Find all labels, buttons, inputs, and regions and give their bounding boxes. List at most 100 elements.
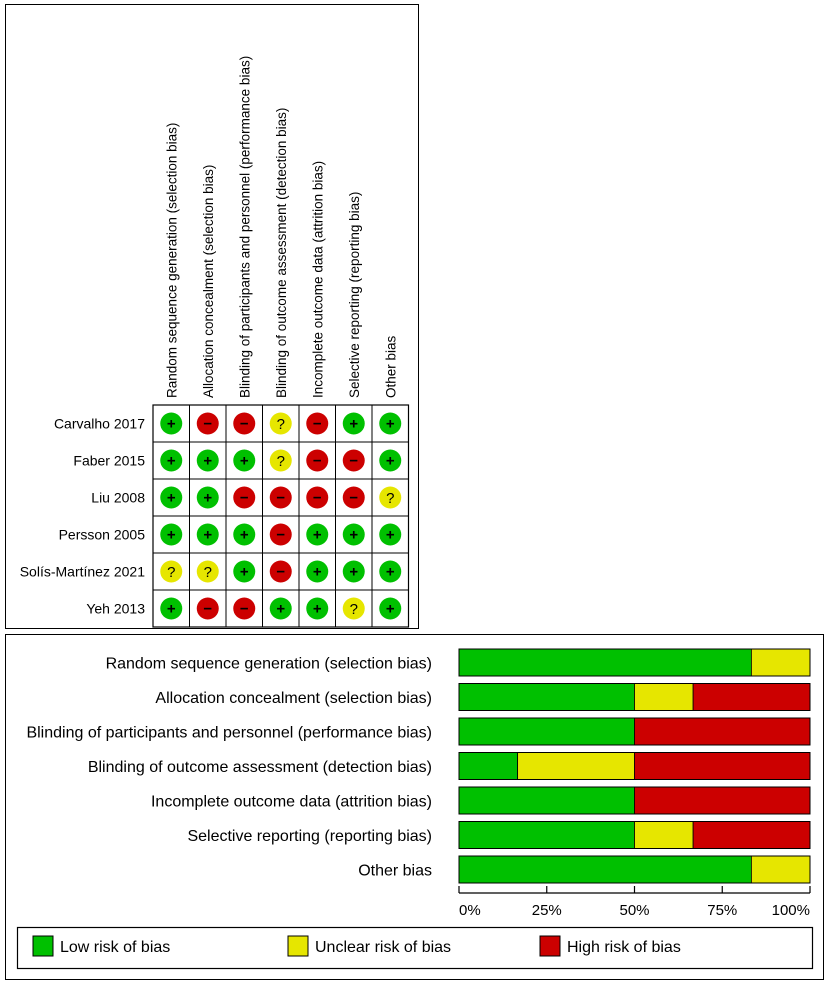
summary-frame	[5, 4, 419, 629]
svg-text:+: +	[349, 416, 358, 433]
risk-low-icon: +	[160, 523, 183, 546]
risk-low-icon: +	[306, 597, 329, 620]
svg-text:−: −	[276, 564, 285, 581]
risk-high-icon: −	[342, 449, 365, 472]
domain-column-header: Incomplete outcome data (attrition bias)	[310, 161, 325, 398]
bar-segment	[692, 683, 811, 711]
risk-low-icon: +	[233, 523, 256, 546]
svg-text:−: −	[276, 527, 285, 544]
category-label: Blinding of outcome assessment (detectio…	[88, 759, 432, 776]
risk-low-icon: +	[306, 523, 329, 546]
svg-text:+: +	[313, 527, 322, 544]
risk-high-icon: −	[269, 523, 292, 546]
svg-text:+: +	[167, 527, 176, 544]
svg-text:+: +	[386, 601, 395, 618]
risk-high-icon: −	[233, 486, 256, 509]
risk-low-icon: +	[379, 449, 402, 472]
svg-text:−: −	[349, 453, 358, 470]
study-label: Persson 2005	[59, 527, 146, 543]
bar-segment	[458, 717, 635, 746]
risk-high-icon: −	[306, 412, 329, 435]
svg-text:+: +	[240, 453, 249, 470]
svg-text:+: +	[276, 601, 285, 618]
risk-low-icon: +	[160, 449, 183, 472]
risk-unclear-icon: ?	[196, 560, 219, 583]
risk-unclear-icon: ?	[160, 560, 183, 583]
svg-text:−: −	[203, 601, 212, 618]
bar-segment	[634, 717, 811, 746]
svg-text:?: ?	[386, 490, 394, 507]
risk-unclear-icon: ?	[269, 412, 292, 435]
bar-outline	[458, 683, 811, 711]
svg-text:+: +	[203, 527, 212, 544]
bar-segment	[634, 683, 694, 711]
bar-outline	[458, 786, 811, 815]
svg-text:+: +	[386, 453, 395, 470]
svg-text:−: −	[240, 490, 249, 507]
study-label: Yeh 2013	[86, 601, 145, 617]
svg-text:+: +	[167, 601, 176, 618]
svg-text:−: −	[240, 601, 249, 618]
legend-label: Low risk of bias	[60, 939, 170, 956]
bar-segment	[458, 648, 752, 677]
svg-text:+: +	[349, 564, 358, 581]
study-label: Carvalho 2017	[54, 416, 145, 432]
x-tick-label: 25%	[532, 902, 562, 919]
category-label: Incomplete outcome data (attrition bias)	[151, 794, 432, 811]
legend-swatch	[539, 935, 561, 957]
svg-text:−: −	[240, 416, 249, 433]
study-label: Solís-Martínez 2021	[20, 564, 145, 580]
domain-column-header: Allocation concealment (selection bias)	[201, 165, 216, 398]
svg-text:?: ?	[277, 453, 285, 470]
legend-swatch	[32, 935, 54, 957]
risk-high-icon: −	[269, 486, 292, 509]
svg-text:+: +	[240, 527, 249, 544]
bar-outline	[458, 648, 811, 677]
svg-text:−: −	[276, 490, 285, 507]
svg-text:−: −	[313, 453, 322, 470]
svg-text:+: +	[203, 453, 212, 470]
bar-segment	[458, 683, 635, 711]
risk-low-icon: +	[233, 560, 256, 583]
risk-low-icon: +	[160, 597, 183, 620]
svg-text:+: +	[313, 601, 322, 618]
study-label: Liu 2008	[91, 490, 145, 506]
svg-text:+: +	[203, 490, 212, 507]
category-label: Random sequence generation (selection bi…	[106, 656, 432, 673]
category-label: Allocation concealment (selection bias)	[155, 690, 432, 707]
legend-label: Unclear risk of bias	[315, 939, 451, 956]
domain-column-header: Blinding of participants and personnel (…	[237, 56, 252, 398]
svg-text:−: −	[313, 416, 322, 433]
category-label: Other bias	[358, 863, 432, 880]
risk-unclear-icon: ?	[379, 486, 402, 509]
risk-low-icon: +	[306, 560, 329, 583]
study-label: Faber 2015	[73, 453, 145, 469]
svg-text:?: ?	[167, 564, 175, 581]
risk-low-icon: +	[160, 412, 183, 435]
svg-text:+: +	[313, 564, 322, 581]
risk-low-icon: +	[379, 597, 402, 620]
bar-segment	[692, 821, 811, 849]
risk-low-icon: +	[160, 486, 183, 509]
risk-low-icon: +	[233, 449, 256, 472]
risk-of-bias-summary-panel: Random sequence generation (selection bi…	[5, 4, 419, 629]
graph-frame	[5, 634, 824, 980]
bar-outline	[458, 855, 811, 884]
risk-high-icon: −	[306, 449, 329, 472]
bar-segment	[458, 786, 635, 815]
svg-text:+: +	[167, 416, 176, 433]
bar-segment	[750, 648, 811, 677]
bar-outline	[458, 717, 811, 746]
risk-low-icon: +	[379, 412, 402, 435]
risk-high-icon: −	[233, 597, 256, 620]
svg-text:?: ?	[350, 601, 358, 618]
bar-segment	[517, 752, 635, 780]
legend-label: High risk of bias	[567, 939, 681, 956]
risk-high-icon: −	[196, 597, 219, 620]
bar-segment	[634, 786, 811, 815]
risk-high-icon: −	[269, 560, 292, 583]
risk-high-icon: −	[342, 486, 365, 509]
svg-text:+: +	[386, 416, 395, 433]
domain-column-header: Other bias	[383, 335, 398, 398]
svg-text:?: ?	[277, 416, 285, 433]
